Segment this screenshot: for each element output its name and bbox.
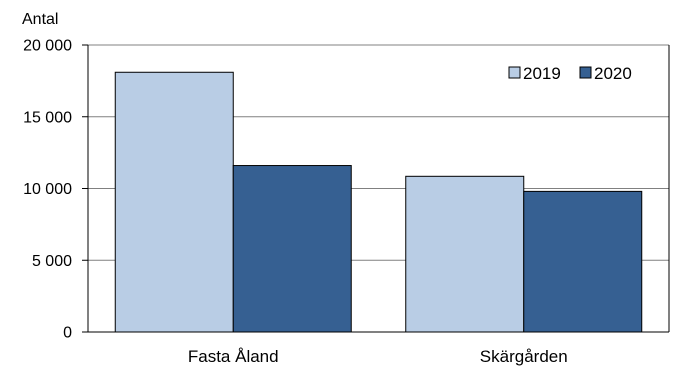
x-category-labels: Fasta Åland Skärgården [188, 347, 568, 366]
y-tick-label: 15 000 [23, 109, 72, 126]
bars [114, 71, 643, 333]
y-tick-label: 10 000 [23, 181, 72, 198]
x-category-label: Skärgården [480, 347, 568, 366]
legend-label: 2020 [594, 64, 632, 83]
bar-2019-2 [405, 175, 525, 333]
y-tick-label: 5 000 [32, 253, 72, 270]
legend-swatch-2020 [579, 66, 592, 79]
bar-2020-2 [523, 190, 643, 333]
bar-2019-1 [114, 71, 234, 333]
x-category-label: Fasta Åland [188, 347, 279, 366]
legend-swatch-2019 [508, 66, 521, 79]
y-tick-label: 0 [63, 325, 72, 342]
y-tick-labels: 0 5 000 10 000 15 000 20 000 [23, 38, 88, 342]
y-tick-label: 20 000 [23, 38, 72, 55]
bar-2020-1 [232, 165, 352, 333]
legend: 2019 2020 [508, 64, 632, 83]
y-axis-label: Antal [22, 11, 58, 28]
legend-label: 2019 [523, 64, 561, 83]
